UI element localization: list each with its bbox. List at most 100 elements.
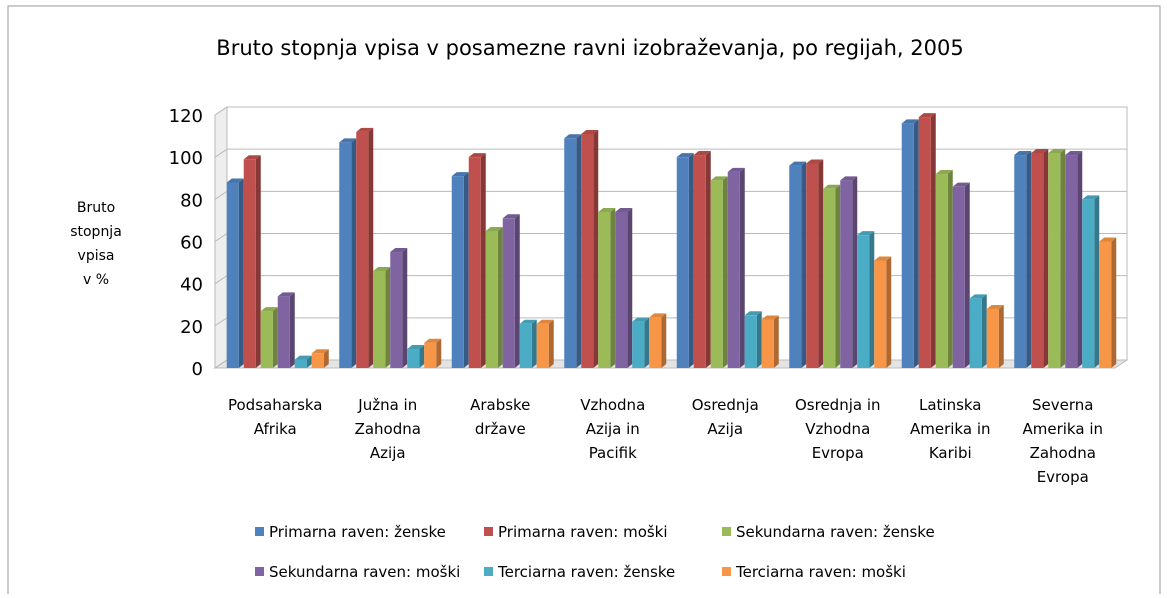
- bar: [744, 311, 762, 368]
- grid-line: [214, 106, 1127, 116]
- bar-front: [823, 188, 836, 368]
- bar-front: [226, 182, 239, 368]
- bar-front: [710, 180, 723, 368]
- bar-front: [1065, 155, 1078, 368]
- bar: [1031, 148, 1049, 368]
- bar: [727, 167, 745, 368]
- bar-side: [548, 319, 554, 368]
- bar: [485, 226, 503, 368]
- bar-front: [373, 271, 386, 368]
- bar-top: [918, 113, 936, 118]
- legend-label: Sekundarna raven: moški: [269, 563, 460, 581]
- bar-side: [998, 304, 1004, 368]
- bar-side: [1026, 151, 1032, 368]
- legend-label: Terciarna raven: ženske: [497, 563, 675, 581]
- bar: [519, 319, 537, 368]
- bar-front: [935, 174, 948, 368]
- y-tick-label: 60: [180, 233, 203, 254]
- bar-front: [311, 353, 324, 368]
- bar-top: [260, 307, 278, 312]
- bar: [451, 172, 469, 368]
- bar-top: [969, 294, 987, 299]
- y-tick-label: 40: [180, 275, 203, 296]
- bar: [789, 161, 807, 368]
- bar: [294, 355, 312, 368]
- bar-top: [243, 155, 261, 160]
- bar-front: [502, 218, 515, 368]
- bar: [761, 315, 779, 368]
- bar-top: [840, 176, 858, 181]
- bar-side: [644, 317, 650, 368]
- bar-side: [930, 113, 936, 368]
- bar: [952, 182, 970, 368]
- bar-top: [806, 159, 824, 164]
- bar: [840, 176, 858, 368]
- bar: [806, 159, 824, 368]
- bar-side: [1111, 237, 1117, 368]
- bar-top: [536, 319, 554, 324]
- bar: [1014, 151, 1032, 368]
- bar-side: [981, 294, 987, 368]
- bar-front: [874, 260, 887, 368]
- bar: [277, 292, 295, 368]
- bar-front: [564, 138, 577, 368]
- bar-front: [581, 133, 594, 368]
- bar-front: [632, 321, 645, 368]
- bar: [243, 155, 261, 368]
- bar-side: [1077, 151, 1083, 368]
- bar-top: [823, 184, 841, 189]
- bar-side: [497, 226, 503, 368]
- bar-top: [901, 119, 919, 124]
- bar-front: [693, 155, 706, 368]
- x-tick-label: Podsaharska Afrika: [228, 396, 323, 438]
- bar-front: [536, 323, 549, 368]
- bar-top: [407, 345, 425, 350]
- bar-side: [756, 311, 762, 368]
- bar-side: [964, 182, 970, 368]
- bar-top: [1048, 148, 1066, 153]
- bar-side: [705, 151, 711, 368]
- bar-front: [615, 211, 628, 368]
- bar: [918, 113, 936, 368]
- bar-front: [840, 180, 853, 368]
- bar: [581, 129, 599, 368]
- bar: [1065, 151, 1083, 368]
- bar-top: [424, 338, 442, 343]
- bar-side: [238, 178, 244, 368]
- bar-front: [1014, 155, 1027, 368]
- bar: [649, 313, 667, 368]
- bar-top: [451, 172, 469, 177]
- bar-front: [857, 235, 870, 368]
- bar-front: [676, 157, 689, 368]
- legend-swatch: [255, 527, 264, 536]
- bar-side: [835, 184, 841, 368]
- bar: [693, 151, 711, 368]
- bar-front: [952, 186, 965, 368]
- bar-top: [1031, 148, 1049, 153]
- bar: [390, 248, 408, 368]
- bar-front: [407, 349, 420, 368]
- bar-side: [913, 119, 919, 368]
- bar-side: [610, 207, 616, 368]
- bar-front: [451, 176, 464, 368]
- bar-front: [260, 311, 273, 368]
- x-tick-label: Osrednja Azija: [692, 396, 759, 438]
- x-tick-label: Vzhodna Azija in Pacifik: [580, 396, 645, 462]
- legend-label: Terciarna raven: moški: [735, 563, 906, 581]
- bar-front: [789, 165, 802, 368]
- bar-top: [502, 214, 520, 219]
- y-tick-label: 80: [180, 190, 203, 211]
- bar: [1099, 237, 1117, 368]
- bar-top: [727, 167, 745, 172]
- bar-top: [485, 226, 503, 231]
- bar-front: [901, 123, 914, 368]
- y-tick-label: 100: [169, 148, 203, 169]
- bar-side: [593, 129, 599, 368]
- bar-front: [761, 319, 774, 368]
- bar-side: [436, 338, 442, 368]
- bar-side: [869, 231, 875, 368]
- bar: [676, 153, 694, 368]
- bar-front: [598, 211, 611, 368]
- bar-side: [1094, 195, 1100, 368]
- bar-front: [277, 296, 290, 368]
